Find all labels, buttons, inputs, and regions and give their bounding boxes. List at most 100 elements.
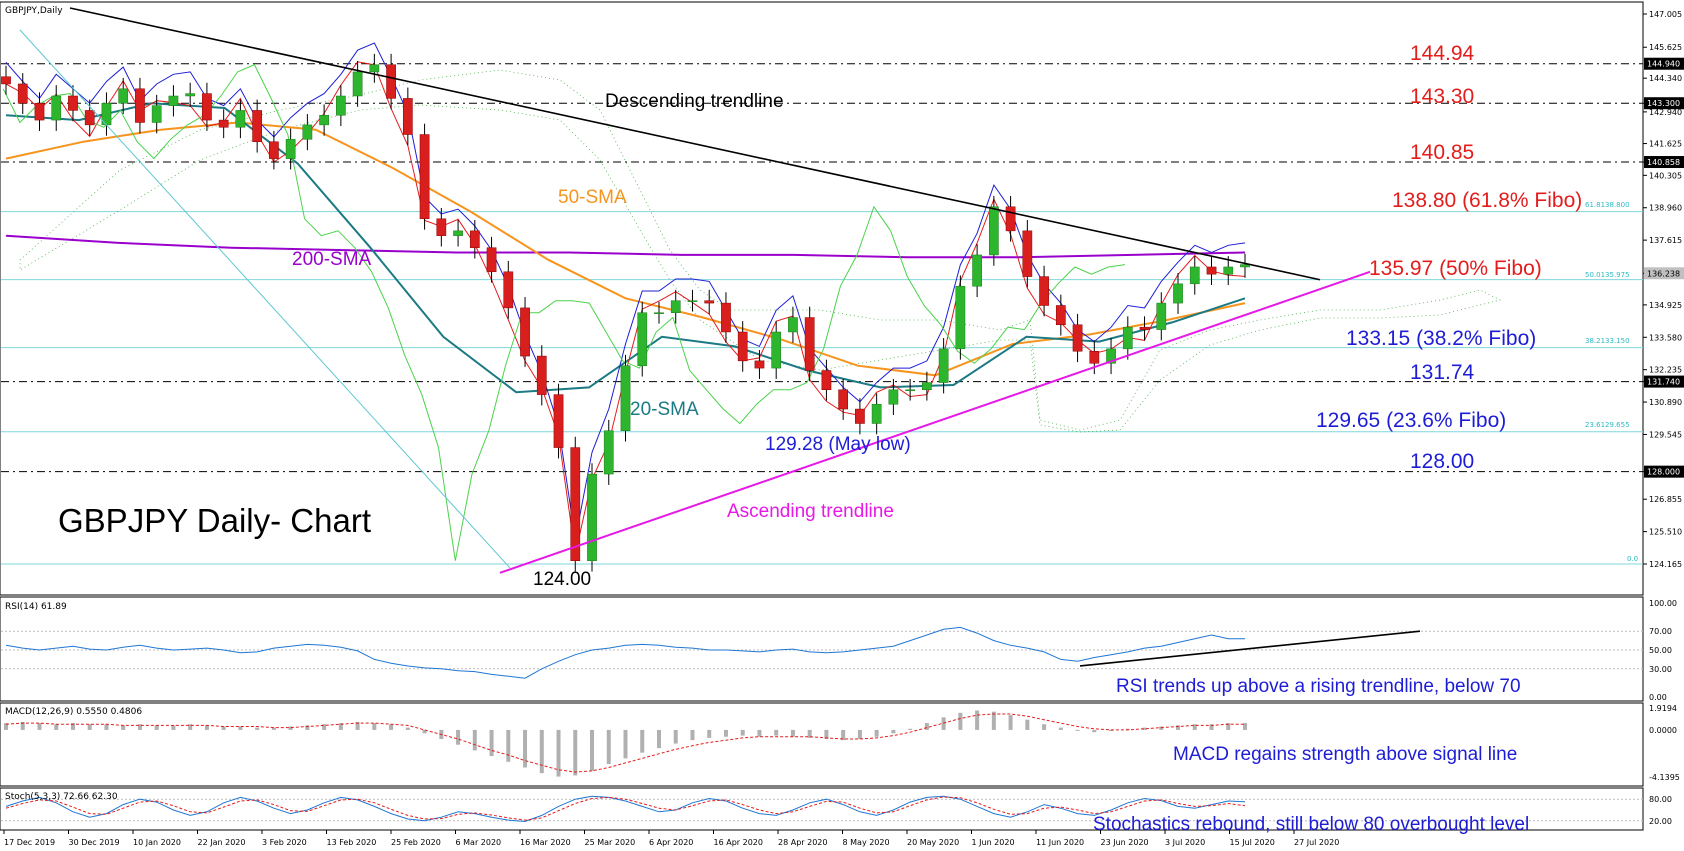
candle-up [871,403,882,424]
level-label-128-00: 128.00 [1410,450,1474,473]
stoch-k-line [5,795,1246,823]
candle-up [168,95,179,106]
candle-up [955,285,966,350]
date-tick-label: 6 Apr 2020 [649,838,693,847]
descending-trendline [69,7,1321,281]
annotation-ascending-trendline: Ascending trendline [727,501,894,522]
candle-down [486,247,497,273]
sma-line-20-sma [5,102,1246,394]
candle-down [469,230,480,248]
price-level-box-label: 140.858 [1647,158,1680,167]
date-tick-label: 15 Jul 2020 [1230,838,1275,847]
annotation-descending-trendline: Descending trendline [605,91,784,112]
candle-up [888,389,899,405]
macd-bar [20,721,25,730]
macd-bar [573,729,578,776]
macd-bar [924,723,929,730]
price-tick-label: 126.855 [1649,495,1682,504]
macd-bar [891,729,896,734]
macd-bar [774,729,779,736]
price-tick-label: 134.925 [1649,301,1682,310]
macd-bar [489,729,494,757]
candle-up [1223,266,1234,275]
price-tick-label: 141.625 [1649,140,1682,149]
fib-tag-38-2: 38.2133.150 [1585,337,1630,345]
level-label-133-15: 133.15 (38.2% Fibo) [1346,327,1536,350]
macd-bar [70,723,75,730]
candle-up [587,473,597,561]
macd-bar [640,729,645,753]
date-tick-label: 28 Apr 2020 [778,838,827,847]
ichimoku-cloud [19,69,1502,433]
macd-tick-label: 1.9194 [1649,704,1677,713]
kijun-line [5,42,1246,540]
rsi-tick-label: 30.00 [1649,665,1672,674]
candle-down [218,119,229,128]
macd-bar [623,729,628,759]
price-tick-label: 138.960 [1649,204,1682,213]
candle-up [1156,302,1167,330]
chart-title: GBPJPY Daily- Chart [58,502,371,539]
candle-up [1173,283,1183,304]
macd-annotation: MACD regains strength above signal line [1173,744,1517,765]
macd-bar [539,729,544,774]
price-tick-label: 142.940 [1649,108,1682,117]
level-label-144-94: 144.94 [1410,42,1475,65]
price-tick-label: 125.510 [1649,528,1682,537]
candle-up [285,139,296,159]
rsi-trendline [1079,630,1421,667]
macd-bar [305,725,310,730]
candle-up [988,206,999,256]
level-label-143-30: 143.30 [1410,85,1474,108]
rsi-panel [0,596,1644,702]
candle-down [135,88,145,123]
current-price-label: 136.238 [1647,269,1680,278]
date-tick-label: 16 Apr 2020 [714,838,763,847]
macd-bar [87,724,92,730]
rsi-tick-label: 0.00 [1649,693,1667,702]
candle-down [1206,266,1217,275]
macd-bar [1058,727,1063,730]
price-tick-label: 137.615 [1649,236,1682,245]
macd-bar [723,729,728,737]
candle-down [34,102,45,121]
rsi-line [5,626,1245,679]
candle-down [821,370,832,391]
symbol-label: GBPJPY,Daily [5,6,63,16]
macd-bar [1075,729,1080,731]
price-tick-label: 147.005 [1649,10,1682,19]
macd-bar [606,729,611,765]
level-label-131-74: 131.74 [1410,361,1475,384]
annotation-50-sma: 50-SMA [558,187,627,208]
stoch-d-line [5,796,1246,821]
stoch-panel [0,787,1644,831]
macd-bar [322,724,327,730]
price-level-box-label: 143.300 [1647,99,1680,108]
fib-tag-23-6: 23.6129.655 [1585,421,1630,429]
candle-down [704,300,715,304]
macd-bar [874,729,879,737]
macd-tick-label: 0.0000 [1649,726,1677,735]
main-price-panel [0,1,1644,596]
price-level-box-label: 128.000 [1647,468,1680,477]
rsi-name-label: RSI(14) 61.89 [5,602,67,612]
date-tick-label: 13 Feb 2020 [327,838,377,847]
price-tick-label: 129.545 [1649,430,1682,439]
candle-down [553,394,564,448]
candle-up [788,317,798,333]
candle-down [84,110,95,126]
candle-up [235,110,246,128]
candle-down [855,408,865,424]
date-tick-label: 23 Jun 2020 [1101,838,1149,847]
level-label-140-85: 140.85 [1410,141,1474,164]
macd-bar [656,729,661,749]
candle-up [905,389,915,392]
macd-bar [104,724,109,730]
chikou-line [2,64,1126,561]
macd-bar [1025,719,1030,730]
fibo-guide-line [19,29,511,569]
ascending-trendline [499,270,1371,574]
date-tick-label: 25 Feb 2020 [391,838,441,847]
macd-bar [523,729,528,768]
